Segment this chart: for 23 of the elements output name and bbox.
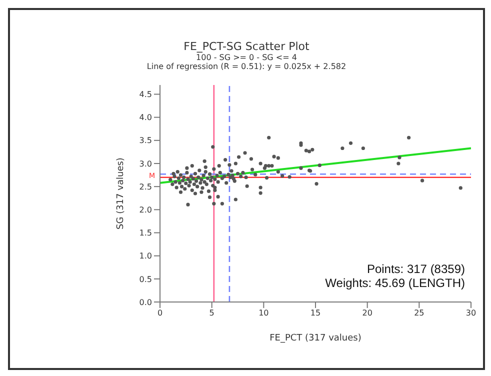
x-tick-label: 5	[209, 308, 214, 318]
annotation: Points: 317 (8359)	[366, 262, 465, 276]
y-tick-label: 4.0	[139, 113, 152, 122]
x-tick-label: 10	[258, 308, 269, 318]
chart-subtitle: 100 - SG >= 0 - SG <= 4 Line of regression (R = 0.51): y = 0.025x + 2.582	[146, 53, 348, 71]
y-tick-label: 1.0	[139, 252, 152, 261]
y-tick-label: 0.0	[139, 298, 152, 307]
chart-title: FE_PCT-SG Scatter Plot	[182, 40, 310, 53]
x-tick-label: 0	[157, 308, 163, 318]
x-tick-label: 15	[310, 308, 321, 318]
y-tick-label: 3.0	[139, 159, 152, 168]
y-tick-label: 2.5	[139, 182, 152, 192]
y-axis-title: SG (317 values)	[116, 158, 126, 230]
y-tick-label: 0.5	[139, 274, 152, 284]
x-tick-label: 25	[414, 308, 424, 318]
y-tick-label: 2.0	[139, 206, 152, 214]
y-tick-label: 4.5	[139, 90, 152, 100]
y-tick-label: 3.5	[139, 136, 152, 146]
y-tick-label: 1.5	[139, 228, 152, 238]
x-tick-label: 20	[362, 308, 372, 318]
annotation: Weights: 45.69 (LENGTH)	[325, 276, 465, 290]
x-axis-title: FE_PCT (317 values)	[270, 333, 362, 344]
x-tick-label: 30	[466, 308, 476, 318]
